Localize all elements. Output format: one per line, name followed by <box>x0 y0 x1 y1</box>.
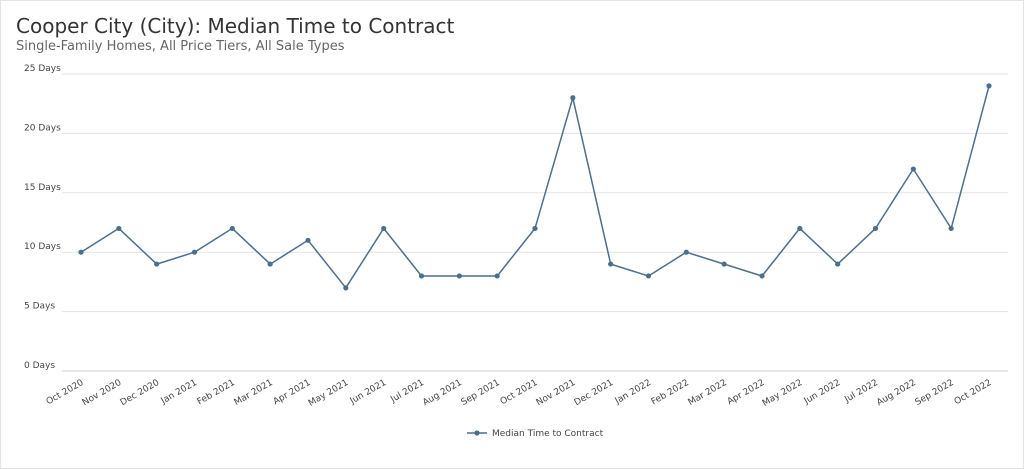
legend-swatch-marker <box>474 430 480 436</box>
data-point[interactable] <box>986 83 992 89</box>
data-point[interactable] <box>835 261 841 267</box>
x-tick-label: Feb 2021 <box>196 378 237 408</box>
legend[interactable]: Median Time to Contract <box>467 429 604 439</box>
x-tick-label: Jun 2022 <box>802 378 842 407</box>
x-tick-label: Oct 2021 <box>499 378 540 407</box>
x-tick-label: Aug 2021 <box>421 378 464 408</box>
data-point[interactable] <box>872 225 879 232</box>
x-tick-label: Sep 2021 <box>460 378 502 408</box>
x-tick-label: Jul 2022 <box>842 378 880 405</box>
data-point[interactable] <box>267 261 273 267</box>
data-point[interactable] <box>116 225 122 232</box>
x-tick-label: Mar 2022 <box>687 378 729 408</box>
data-point[interactable] <box>456 273 462 279</box>
data-point[interactable] <box>229 225 235 232</box>
x-tick-label: Jul 2021 <box>388 378 426 405</box>
data-point[interactable] <box>645 273 652 279</box>
x-tick-label: Oct 2022 <box>953 378 994 407</box>
x-tick-label: Dec 2021 <box>573 378 615 408</box>
data-point[interactable] <box>532 225 538 232</box>
series-line <box>80 85 990 289</box>
data-point[interactable] <box>343 285 349 291</box>
data-point[interactable] <box>797 225 803 232</box>
x-tick-label: Jan 2022 <box>613 378 653 407</box>
chart-subtitle: Single-Family Homes, All Price Tiers, Al… <box>16 39 345 54</box>
series-layer <box>78 83 992 291</box>
data-point[interactable] <box>418 273 425 279</box>
data-point[interactable] <box>683 249 689 255</box>
data-point[interactable] <box>78 249 84 255</box>
y-tick-label: 25 Days <box>24 64 61 74</box>
x-tick-label: May 2022 <box>761 378 804 409</box>
data-point[interactable] <box>570 95 576 101</box>
chart-title: Cooper City (City): Median Time to Contr… <box>16 14 455 38</box>
x-tick-label: Feb 2022 <box>650 378 691 408</box>
data-point[interactable] <box>948 225 954 232</box>
data-point[interactable] <box>910 166 916 172</box>
x-tick-label: Jun 2021 <box>348 378 388 407</box>
data-point[interactable] <box>381 225 387 232</box>
data-point[interactable] <box>608 261 614 267</box>
x-tick-label: May 2021 <box>307 378 350 409</box>
data-point[interactable] <box>759 273 765 279</box>
y-tick-label: 20 Days <box>24 123 61 133</box>
x-tick-label: Aug 2022 <box>875 378 918 408</box>
x-tick-label: Dec 2020 <box>119 378 162 408</box>
x-tick-label: Sep 2022 <box>914 378 956 408</box>
grid-layer <box>62 73 1008 372</box>
y-axis: 0 Days 5 Days 10 Days 15 Days 20 Days 25 Days <box>24 64 61 371</box>
data-point[interactable] <box>721 261 727 267</box>
x-tick-label: Apr 2022 <box>726 378 767 407</box>
data-point[interactable] <box>154 261 160 267</box>
y-tick-label: 10 Days <box>24 242 61 252</box>
y-tick-label: 5 Days <box>24 302 55 312</box>
data-point[interactable] <box>191 249 198 255</box>
y-tick-label: 0 Days <box>24 361 55 371</box>
x-tick-label: Nov 2021 <box>535 378 578 408</box>
y-tick-label: 15 Days <box>24 183 61 193</box>
legend-label: Median Time to Contract <box>492 429 604 439</box>
x-tick-label: Apr 2021 <box>272 378 313 407</box>
x-tick-label: Mar 2021 <box>233 378 275 408</box>
data-point[interactable] <box>494 273 500 279</box>
x-tick-label: Nov 2020 <box>81 378 124 408</box>
x-tick-label: Oct 2020 <box>45 378 86 407</box>
x-tick-label: Jan 2021 <box>159 378 199 407</box>
data-point[interactable] <box>305 237 311 243</box>
